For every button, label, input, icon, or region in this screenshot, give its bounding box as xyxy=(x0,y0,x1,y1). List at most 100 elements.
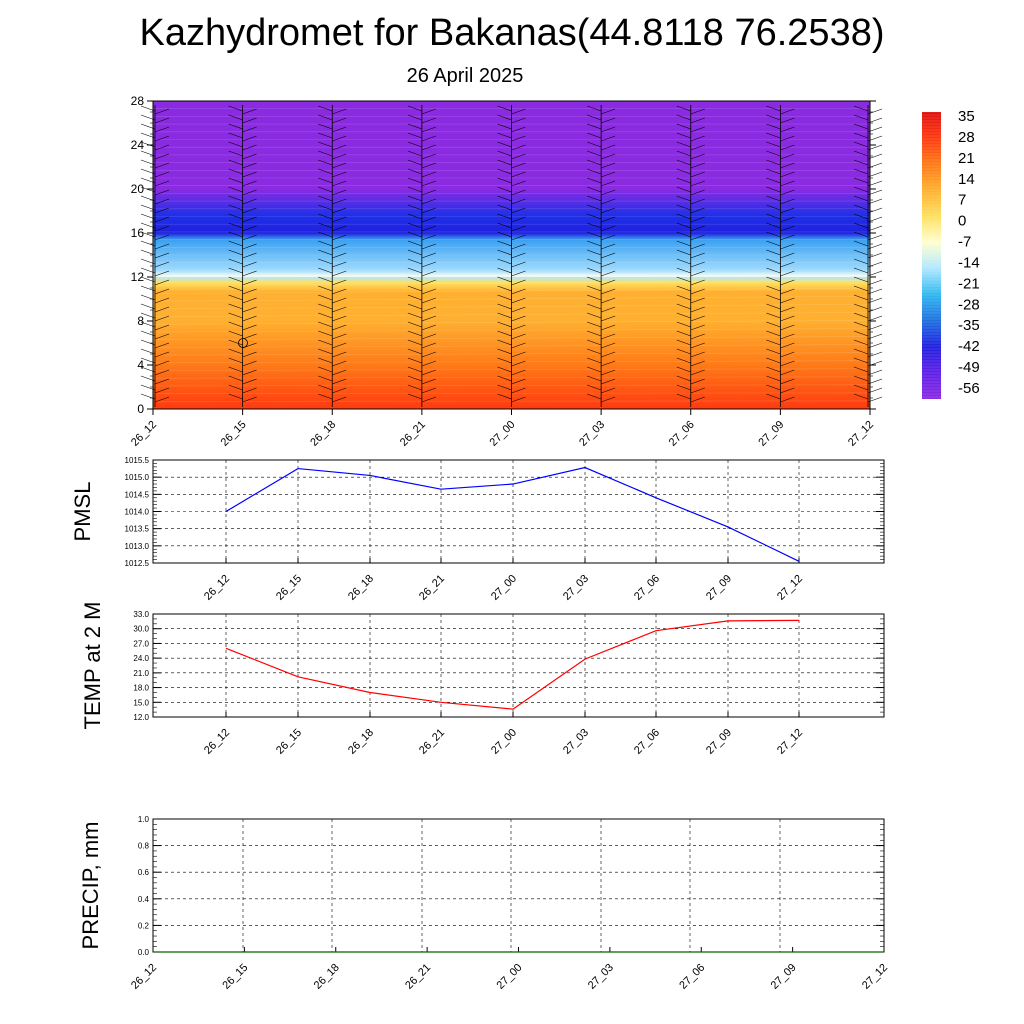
wind-barb xyxy=(780,126,795,133)
wind-barb xyxy=(421,288,436,295)
wind-barb xyxy=(601,324,616,331)
wind-barb xyxy=(780,324,795,331)
wind-barb xyxy=(511,135,526,142)
wind-barb xyxy=(228,321,243,328)
wind-barb xyxy=(853,285,869,292)
wind-barb xyxy=(601,279,616,286)
wind-barb xyxy=(332,117,347,124)
wind-barb xyxy=(318,159,333,166)
wind-barb xyxy=(228,132,243,139)
wind-barb xyxy=(421,243,436,250)
wind-barb xyxy=(318,204,333,211)
wind-barb xyxy=(318,213,333,220)
wind-barb xyxy=(690,279,705,286)
y-tick-label: 1014.5 xyxy=(125,490,150,499)
wind-barb xyxy=(497,240,512,247)
wind-barb xyxy=(242,225,257,232)
wind-barb xyxy=(511,180,526,187)
y-tick-label: 1013.5 xyxy=(125,525,150,534)
wind-barb xyxy=(587,393,602,400)
wind-barb xyxy=(497,276,512,283)
wind-barb xyxy=(587,384,602,391)
y-tick-label: 0.0 xyxy=(138,948,150,957)
wind-barb xyxy=(154,288,170,295)
wind-barb xyxy=(587,222,602,229)
wind-barb xyxy=(690,342,705,349)
wind-barb xyxy=(421,144,436,151)
wind-barb xyxy=(242,396,257,403)
temp2m-series-line xyxy=(225,619,800,710)
wind-barb xyxy=(318,150,333,157)
wind-barb xyxy=(332,108,347,115)
pmsl-panel: 1012.5 1013.0 1013.5 1014.0 1014.5 1015.0 1015… xyxy=(70,456,885,603)
wind-barb xyxy=(587,321,602,328)
wind-barb xyxy=(601,117,616,124)
wind-barb xyxy=(421,189,436,196)
wind-barb xyxy=(242,135,257,142)
wind-barb xyxy=(318,249,333,256)
wind-barb xyxy=(497,177,512,184)
wind-barb xyxy=(766,114,781,121)
wind-barb xyxy=(511,234,526,241)
wind-barb xyxy=(318,186,333,193)
wind-barb xyxy=(407,231,422,238)
wind-barb xyxy=(332,360,347,367)
wind-barb xyxy=(511,171,526,178)
wind-barb xyxy=(242,234,257,241)
wind-barb xyxy=(242,324,257,331)
temp2m-frame xyxy=(152,613,885,718)
wind-barb xyxy=(676,168,691,175)
wind-barb xyxy=(421,270,436,277)
wind-barb xyxy=(853,366,869,373)
wind-barb xyxy=(497,159,512,166)
wind-barb xyxy=(780,342,795,349)
colorbar-tick-label: -7 xyxy=(958,234,971,251)
x-tick-label: 27_12 xyxy=(775,573,805,603)
wind-barb xyxy=(780,180,795,187)
wind-barb xyxy=(228,222,243,229)
wind-barb xyxy=(601,306,616,313)
wind-barb xyxy=(853,330,869,337)
wind-barb xyxy=(780,108,795,115)
wind-barb xyxy=(228,186,243,193)
wind-barb xyxy=(587,303,602,310)
wind-barb xyxy=(242,162,257,169)
wind-barb xyxy=(766,177,781,184)
wind-barb xyxy=(421,306,436,313)
wind-barb xyxy=(407,222,422,229)
wind-barb xyxy=(853,258,869,265)
wind-barb xyxy=(601,270,616,277)
wind-barb xyxy=(853,249,869,256)
wind-barb xyxy=(421,153,436,160)
wind-barb xyxy=(242,180,257,187)
wind-barb xyxy=(853,159,869,166)
wind-barb xyxy=(407,357,422,364)
wind-barb xyxy=(676,285,691,292)
y-tick-label: 0.4 xyxy=(138,895,150,904)
temp2m-ylabel: TEMP at 2 M xyxy=(80,602,105,730)
wind-barb xyxy=(421,135,436,142)
wind-barb xyxy=(780,144,795,151)
wind-barb xyxy=(228,258,243,265)
wind-barb xyxy=(853,114,869,121)
wind-barb xyxy=(676,213,691,220)
wind-barb xyxy=(690,252,705,259)
wind-barb xyxy=(407,375,422,382)
chart-subtitle: 26 April 2025 xyxy=(406,65,524,87)
wind-barb xyxy=(690,315,705,322)
x-tick-label: 27_03 xyxy=(561,573,591,603)
wind-barb xyxy=(690,117,705,124)
y-tick-label: 0 xyxy=(137,402,144,416)
wind-barb xyxy=(332,270,347,277)
cross-section-panel: 0 4 8 12 16 20 24 28 26_12 26_15 26_18 26_21 27_00 27… xyxy=(129,94,883,449)
wind-barb xyxy=(690,306,705,313)
wind-barb xyxy=(407,159,422,166)
wind-barb xyxy=(242,288,257,295)
wind-barb xyxy=(587,114,602,121)
wind-barb xyxy=(228,276,243,283)
wind-barb xyxy=(332,135,347,142)
wind-barb xyxy=(407,249,422,256)
wind-barb xyxy=(690,234,705,241)
wind-barb xyxy=(228,303,243,310)
y-tick-label: 20 xyxy=(131,182,145,196)
